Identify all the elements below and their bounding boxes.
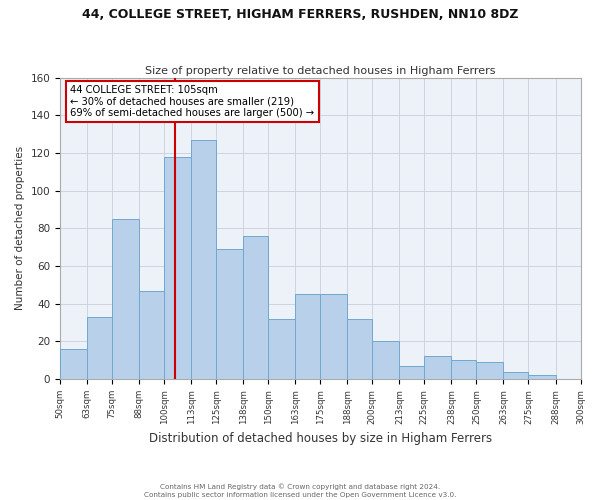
Bar bbox=[503, 372, 529, 379]
Bar bbox=[139, 290, 164, 379]
Bar bbox=[424, 356, 451, 379]
Bar bbox=[295, 294, 320, 379]
Bar bbox=[320, 294, 347, 379]
Bar bbox=[191, 140, 216, 379]
Text: 44, COLLEGE STREET, HIGHAM FERRERS, RUSHDEN, NN10 8DZ: 44, COLLEGE STREET, HIGHAM FERRERS, RUSH… bbox=[82, 8, 518, 20]
Bar bbox=[87, 317, 112, 379]
Bar bbox=[400, 366, 424, 379]
Text: Contains HM Land Registry data © Crown copyright and database right 2024.
Contai: Contains HM Land Registry data © Crown c… bbox=[144, 484, 456, 498]
Bar bbox=[529, 376, 556, 379]
X-axis label: Distribution of detached houses by size in Higham Ferrers: Distribution of detached houses by size … bbox=[149, 432, 492, 445]
Bar bbox=[243, 236, 268, 379]
Y-axis label: Number of detached properties: Number of detached properties bbox=[15, 146, 25, 310]
Bar bbox=[164, 157, 191, 379]
Bar bbox=[112, 219, 139, 379]
Bar bbox=[373, 342, 400, 379]
Text: 44 COLLEGE STREET: 105sqm
← 30% of detached houses are smaller (219)
69% of semi: 44 COLLEGE STREET: 105sqm ← 30% of detac… bbox=[70, 85, 314, 118]
Bar bbox=[60, 349, 87, 379]
Bar bbox=[216, 249, 243, 379]
Bar bbox=[451, 360, 476, 379]
Bar bbox=[347, 319, 373, 379]
Title: Size of property relative to detached houses in Higham Ferrers: Size of property relative to detached ho… bbox=[145, 66, 496, 76]
Bar bbox=[268, 319, 295, 379]
Bar bbox=[476, 362, 503, 379]
